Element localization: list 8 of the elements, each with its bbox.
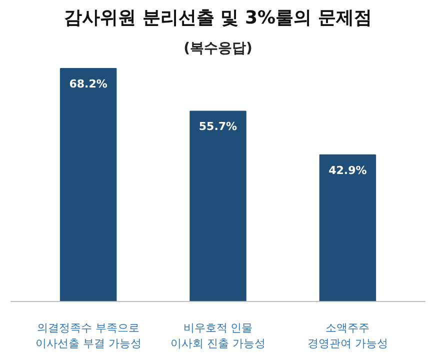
data-label: 55.7% <box>198 120 238 134</box>
chart-subtitle: (복수응답) <box>184 40 252 56</box>
x-tick-label: 의결정족수 부족으로 이사선출 부결 가능성 <box>35 322 142 350</box>
data-label: 42.9% <box>328 164 367 177</box>
chart-title: 감사위원 분리선출 및 3%룰의 문제점 <box>64 8 372 28</box>
x-tick-label: 소액주주 경영관여 가능성 <box>307 322 388 350</box>
data-label: 68.2% <box>69 77 108 90</box>
x-tick-label: 비우호적 인물 이사회 진출 가능성 <box>170 322 266 350</box>
